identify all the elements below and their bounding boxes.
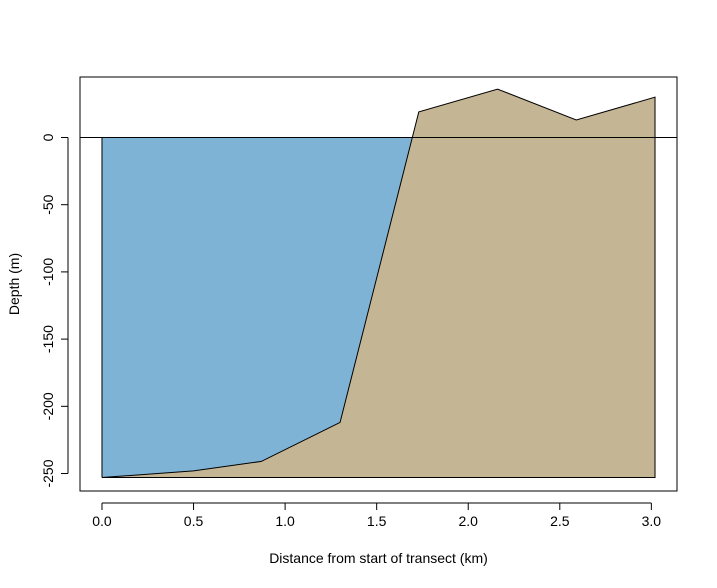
x-tick-label: 0.0	[92, 513, 112, 529]
y-tick-label: -100	[40, 258, 56, 286]
plot-frame	[79, 76, 678, 492]
line-layer	[80, 136, 677, 478]
y-tick-label: -150	[40, 325, 56, 353]
y-tick-label: 0	[40, 133, 56, 141]
x-tick-label: 1.5	[367, 513, 387, 529]
water-area	[101, 137, 416, 478]
axes-layer: 0.0 0.5 1.0 1.5 2.0 2.5 3.0 0 -50 -100 -150 -200 -25…	[40, 76, 678, 529]
y-tick-label: -50	[40, 194, 56, 214]
seabed-area	[101, 88, 656, 479]
x-tick-label: 0.5	[184, 513, 204, 529]
y-axis-title: Depth (m)	[6, 253, 22, 315]
x-tick-label: 3.0	[642, 513, 662, 529]
y-tick-label: -200	[40, 392, 56, 420]
x-tick-label: 2.5	[550, 513, 570, 529]
x-tick-label: 1.0	[275, 513, 295, 529]
x-tick-label: 2.0	[458, 513, 478, 529]
fill-layer	[101, 88, 656, 479]
x-axis-title: Distance from start of transect (km)	[269, 550, 488, 566]
y-tick-label: -250	[40, 459, 56, 487]
